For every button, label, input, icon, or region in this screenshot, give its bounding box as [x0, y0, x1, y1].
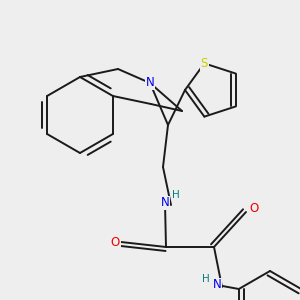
- Text: O: O: [110, 236, 120, 248]
- Text: N: N: [160, 196, 169, 209]
- Text: H: H: [172, 190, 180, 200]
- Text: N: N: [213, 278, 221, 292]
- Text: O: O: [249, 202, 259, 215]
- Text: S: S: [201, 57, 208, 70]
- Text: H: H: [202, 274, 210, 284]
- Text: N: N: [146, 76, 154, 89]
